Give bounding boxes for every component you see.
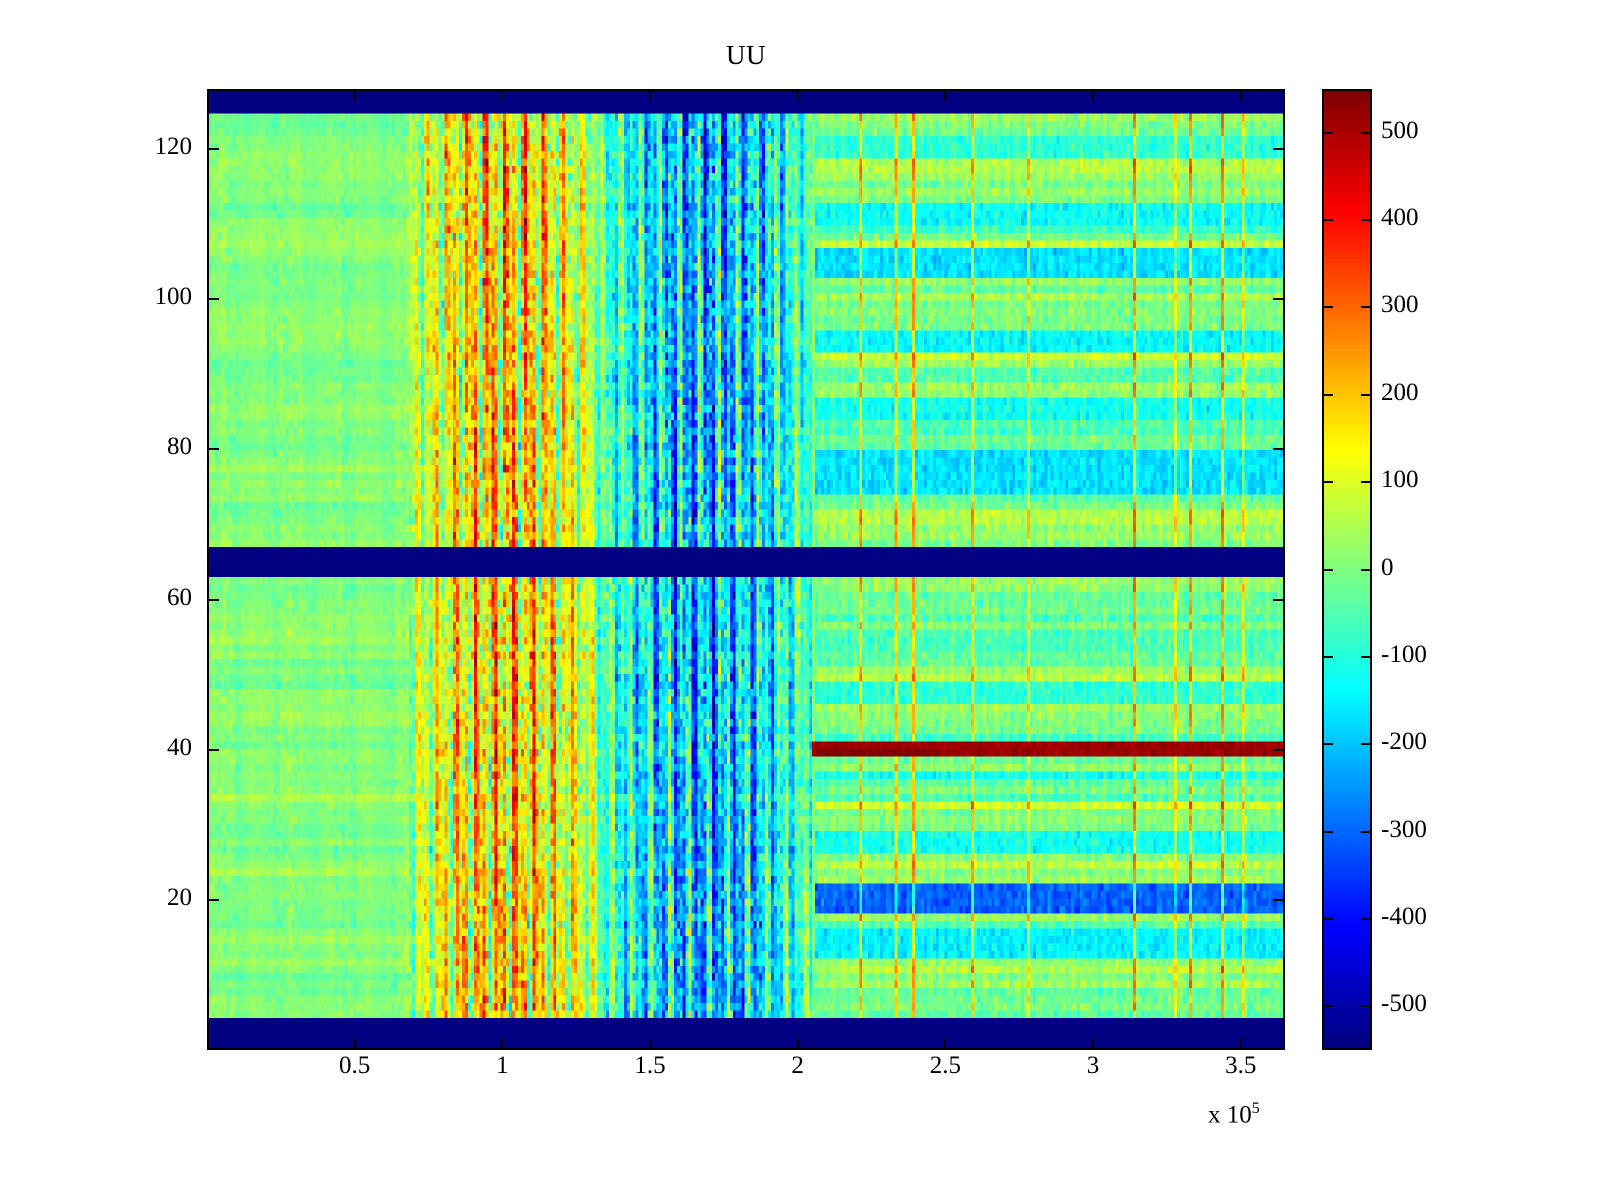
page-title: UU [726, 40, 766, 70]
x-tick-mark [353, 89, 356, 101]
x-tick-mark [353, 1038, 356, 1050]
x-axis-exponent-label: x 105 [1208, 1100, 1260, 1129]
y-tick-label: 100 [154, 283, 193, 311]
x-tick-mark [944, 1038, 947, 1050]
colorbar-tick-mark [1322, 1005, 1333, 1008]
x-tick-mark [1239, 1038, 1242, 1050]
y-tick-label: 60 [167, 583, 192, 611]
colorbar-tick-mark [1361, 917, 1372, 920]
colorbar-tick-label: 0 [1381, 553, 1394, 581]
y-tick-mark [207, 298, 219, 301]
colorbar-tick-mark [1322, 131, 1333, 134]
colorbar-tick-label: -400 [1381, 902, 1427, 930]
y-tick-mark [207, 148, 219, 151]
x-tick-mark [501, 1038, 504, 1050]
colorbar-tick-mark [1361, 830, 1372, 833]
colorbar-tick-mark [1361, 1005, 1372, 1008]
heatmap-axes[interactable] [207, 89, 1285, 1050]
y-tick-mark [1273, 598, 1285, 601]
y-tick-label: 40 [167, 733, 192, 761]
x-tick-label: 0.5 [339, 1052, 371, 1079]
colorbar-tick-mark [1322, 743, 1333, 746]
colorbar-tick-mark [1361, 219, 1372, 222]
colorbar-tick-mark [1322, 830, 1333, 833]
y-tick-label: 20 [167, 883, 192, 911]
colorbar-tick-mark [1322, 393, 1333, 396]
colorbar-tick-mark [1361, 306, 1372, 309]
colorbar-tick-mark [1361, 131, 1372, 134]
colorbar-tick-label: 400 [1381, 204, 1419, 232]
y-tick-mark [1273, 898, 1285, 901]
x-tick-label: 3.5 [1225, 1052, 1257, 1079]
y-tick-mark [1273, 448, 1285, 451]
x-tick-label: 2 [791, 1052, 804, 1079]
colorbar-tick-label: 100 [1381, 466, 1419, 494]
x-tick-label: 1 [496, 1052, 509, 1079]
x-tick-mark [1239, 89, 1242, 101]
colorbar-tick-mark [1322, 917, 1333, 920]
colorbar-tick-label: 300 [1381, 291, 1419, 319]
y-tick-mark [207, 748, 219, 751]
colorbar-tick-label: -500 [1381, 990, 1427, 1018]
colorbar-tick-label: 200 [1381, 378, 1419, 406]
colorbar-tick-mark [1322, 219, 1333, 222]
x-tick-mark [649, 89, 651, 101]
y-tick-mark [207, 598, 219, 601]
y-tick-mark [1273, 148, 1285, 151]
x-tick-mark [796, 1038, 799, 1050]
colorbar-tick-mark [1361, 743, 1372, 746]
x-tick-mark [796, 89, 799, 101]
x-tick-mark [501, 89, 504, 101]
x-tick-label: 1.5 [634, 1052, 666, 1079]
y-tick-label: 120 [154, 133, 193, 161]
colorbar-tick-mark [1322, 655, 1333, 658]
colorbar-tick-mark [1361, 568, 1372, 571]
heatmap-image [209, 91, 1283, 1048]
exponent-power: 5 [1251, 1100, 1260, 1117]
x-tick-label: 2.5 [929, 1052, 961, 1079]
exponent-mantissa: x 10 [1208, 1101, 1252, 1129]
colorbar-tick-label: 500 [1381, 116, 1419, 144]
y-tick-mark [1273, 748, 1285, 751]
colorbar-tick-label: -300 [1381, 815, 1427, 843]
colorbar-tick-mark [1361, 481, 1372, 484]
x-tick-mark [1092, 89, 1095, 101]
y-tick-mark [1273, 298, 1285, 301]
colorbar-tick-mark [1322, 568, 1333, 571]
colorbar-tick-mark [1322, 306, 1333, 309]
y-tick-label: 80 [167, 433, 192, 461]
y-tick-mark [207, 448, 219, 451]
colorbar-tick-mark [1361, 393, 1372, 396]
colorbar-tick-label: -200 [1381, 728, 1427, 756]
x-tick-mark [1092, 1038, 1095, 1050]
colorbar-tick-mark [1322, 481, 1333, 484]
y-tick-mark [207, 898, 219, 901]
colorbar-tick-label: -100 [1381, 640, 1427, 668]
x-tick-mark [944, 89, 947, 101]
x-tick-mark [649, 1038, 651, 1050]
colorbar-tick-mark [1361, 655, 1372, 658]
x-tick-label: 3 [1086, 1052, 1100, 1079]
